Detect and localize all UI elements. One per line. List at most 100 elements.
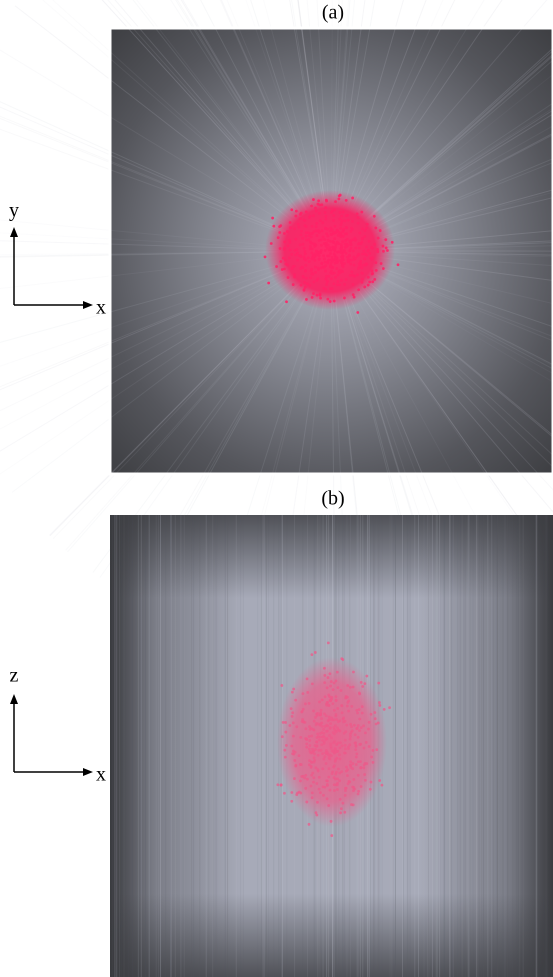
texture [379,229,382,232]
texture [349,760,352,763]
texture [300,212,303,215]
texture [305,738,308,741]
texture [384,238,387,241]
texture [343,752,346,755]
texture [338,197,341,200]
texture [303,258,306,261]
texture [349,263,352,266]
texture [325,199,328,202]
texture [301,266,304,269]
texture [271,217,274,220]
texture [352,293,355,296]
texture [329,722,332,725]
texture [325,245,328,248]
texture [361,237,364,240]
texture [335,713,338,716]
texture [343,283,346,286]
texture [358,242,361,245]
texture [346,256,349,259]
texture [358,247,361,250]
texture [372,749,375,752]
texture [391,241,394,244]
texture [314,207,317,210]
texture [325,218,328,221]
texture [315,225,318,228]
texture [303,219,306,222]
texture [308,739,311,742]
texture [322,732,325,735]
texture [378,701,381,704]
texture [340,689,343,692]
side-view-render [110,515,553,977]
texture [313,720,316,723]
texture [342,658,345,661]
texture [325,730,328,733]
texture [368,240,371,243]
texture [334,748,337,751]
texture [301,237,304,240]
texture [335,261,338,264]
texture [288,256,291,259]
texture [317,723,320,726]
texture [324,215,327,218]
axis-label: x [96,297,106,319]
texture [283,240,286,243]
texture [322,785,325,788]
axis-label: y [9,200,19,222]
texture [336,283,339,286]
texture [325,283,328,286]
texture [360,211,363,214]
texture [335,771,338,774]
texture [340,215,343,218]
texture [351,197,354,200]
texture [306,282,309,285]
texture [354,742,357,745]
texture [361,281,364,284]
texture [344,739,347,742]
texture [327,754,330,757]
texture [305,225,308,228]
texture [324,725,327,728]
texture [315,229,318,232]
texture [303,281,306,284]
texture [319,297,322,300]
texture [319,732,322,735]
texture [355,709,358,712]
texture [294,215,297,218]
texture [290,791,293,794]
texture [289,249,292,252]
figure: (a) y x (b) z x [0,0,553,977]
texture [371,256,374,259]
texture [361,712,364,715]
texture [312,214,315,217]
texture [328,695,331,698]
texture [345,696,348,699]
texture [280,684,283,687]
texture [328,718,331,721]
texture [318,776,321,779]
texture [358,262,361,265]
texture [317,199,320,202]
texture [305,801,308,804]
texture [340,261,343,264]
texture [349,274,352,277]
texture [342,802,345,805]
texture [306,778,309,781]
texture [305,742,308,745]
texture [315,713,318,716]
texture [312,292,315,295]
texture [304,269,307,272]
texture [308,759,311,762]
texture [358,692,361,695]
texture [296,259,299,262]
texture [344,794,347,797]
texture [321,767,324,770]
texture [304,253,307,256]
texture [285,300,288,303]
texture [305,298,308,301]
texture [380,262,383,265]
texture [325,762,328,765]
texture [307,238,310,241]
texture [355,753,358,756]
texture [319,791,322,794]
